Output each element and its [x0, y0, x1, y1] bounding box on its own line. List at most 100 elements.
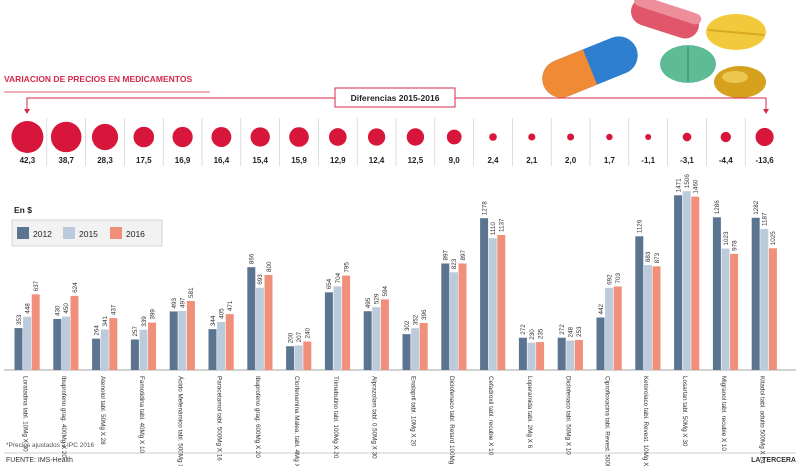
bar-value-label: 1110 — [490, 222, 497, 236]
difference-label: -13,6 — [755, 156, 774, 165]
differences-bracket: Diferencias 2015-2016 — [24, 87, 769, 114]
unit-label: En $ — [14, 205, 32, 215]
bar-value-label: 823 — [451, 258, 458, 269]
difference-label: 2,4 — [487, 156, 499, 165]
bar-value-label: 1278 — [481, 201, 488, 216]
bar-2015 — [411, 328, 420, 370]
bar-2012 — [169, 311, 178, 370]
category-label: Ketorolaco tabl. Revest. 10Mg X 10 — [642, 376, 649, 466]
bar-value-label: 1282 — [753, 200, 760, 215]
difference-bubble — [489, 133, 497, 141]
bar-value-label: 240 — [305, 327, 312, 338]
bar-value-label: 405 — [218, 308, 225, 319]
bar-2012 — [596, 317, 605, 370]
bar-value-label: 341 — [102, 316, 109, 327]
bar-value-label: 207 — [296, 331, 303, 342]
bar-2012 — [635, 236, 644, 370]
category-label: Ciprofloxacina tabl. Revest. 500Mg X 6 — [603, 376, 610, 466]
difference-bubble — [446, 129, 462, 145]
legend-swatch-2016 — [110, 227, 122, 239]
difference-label: -1,1 — [641, 156, 655, 165]
source-label: FUENTE: IMS-Health — [6, 457, 73, 464]
difference-label: 15,9 — [291, 156, 307, 165]
bar-2015 — [605, 287, 614, 370]
chart-title: VARIACION DE PRECIOS EN MEDICAMENTOS — [4, 74, 192, 84]
category-label: Loratadina tabl. 10Mg X 30 — [21, 376, 28, 452]
bar-value-label: 1023 — [723, 231, 730, 246]
bar-value-label: 897 — [460, 249, 467, 260]
bar-2016 — [31, 294, 40, 370]
bar-value-label: 399 — [149, 309, 156, 320]
category-label: Clorfenamina Malea. tabl. 4Mg X 20 — [293, 376, 300, 466]
bar-2015 — [643, 265, 652, 370]
legend-swatch-2012 — [17, 227, 29, 239]
bar-2015 — [139, 329, 148, 370]
bar-2012 — [751, 217, 760, 370]
category-label: Loperamida tabl. 2Mg X 6 — [526, 376, 533, 449]
legend-label-2012: 2012 — [33, 229, 52, 239]
bar-value-label: 495 — [365, 297, 372, 308]
difference-label: 12,9 — [330, 156, 346, 165]
bar-2012 — [712, 217, 721, 370]
category-label: Enalapril tabl. 10Mg X 20 — [409, 376, 416, 447]
bar-value-label: 1137 — [499, 218, 506, 232]
difference-bubble — [682, 132, 692, 142]
bar-2012 — [247, 267, 256, 370]
difference-bubble — [755, 127, 774, 147]
difference-bubble — [250, 127, 270, 147]
bar-2015 — [255, 287, 264, 370]
bar-value-label: 795 — [343, 262, 350, 273]
bar-2012 — [441, 263, 450, 370]
difference-label: 17,5 — [136, 156, 152, 165]
bar-2012 — [14, 328, 23, 370]
bar-2016 — [148, 322, 157, 370]
bar-value-label: 703 — [615, 273, 622, 284]
brand-label: LA TERCERA — [751, 457, 796, 464]
bar-value-label: 272 — [520, 324, 527, 335]
difference-bubble — [211, 127, 232, 147]
bar-2016 — [613, 286, 622, 370]
legend-label-2015: 2015 — [79, 229, 98, 239]
bar-value-label: 497 — [180, 297, 187, 308]
legend-box — [11, 219, 163, 247]
bar-2012 — [286, 346, 295, 370]
bar-2015 — [294, 345, 303, 370]
bar-2015 — [760, 229, 769, 370]
pills-illustration — [542, 0, 766, 98]
legend-label-2016: 2016 — [126, 229, 145, 239]
difference-bubble — [91, 123, 119, 151]
category-label: Ácido Mefenámico tabl. 500Mg X 10 — [177, 376, 186, 466]
category-label: Losartan tabl. 50Mg X 30 — [681, 376, 688, 447]
difference-bubble — [133, 126, 155, 148]
difference-label: 9,0 — [449, 156, 461, 165]
bar-value-label: 493 — [171, 297, 178, 308]
legend: 2012 2015 2016 — [11, 219, 163, 247]
bar-value-label: 344 — [210, 315, 217, 326]
category-label: Atenolol tabl. 50Mg X 28 — [99, 376, 106, 445]
category-label: Cefadroxil tabl. recubie X 10 — [487, 376, 494, 456]
bar-value-label: 1187 — [762, 212, 769, 226]
bar-2016 — [458, 263, 467, 370]
bar-value-label: 450 — [63, 303, 70, 314]
difference-bubble — [50, 121, 82, 153]
bar-value-label: 637 — [33, 280, 40, 291]
bar-value-label: 253 — [576, 326, 583, 337]
bar-2015 — [566, 340, 575, 370]
bar-value-label: 1506 — [684, 174, 691, 189]
bar-value-label: 897 — [443, 249, 450, 260]
difference-bubble — [645, 134, 652, 140]
bar-2012 — [480, 218, 489, 370]
bar-value-label: 230 — [529, 329, 536, 340]
difference-label: 1,7 — [604, 156, 616, 165]
bar-value-label: 624 — [72, 282, 79, 293]
differences-label: Diferencias 2015-2016 — [351, 93, 440, 103]
difference-label: 12,5 — [408, 156, 424, 165]
bar-2016 — [109, 318, 118, 370]
bar-2015 — [61, 316, 70, 370]
bar-2016 — [303, 341, 312, 370]
bar-2016 — [70, 295, 79, 370]
difference-label: -3,1 — [680, 156, 694, 165]
bar-2016 — [264, 275, 273, 370]
